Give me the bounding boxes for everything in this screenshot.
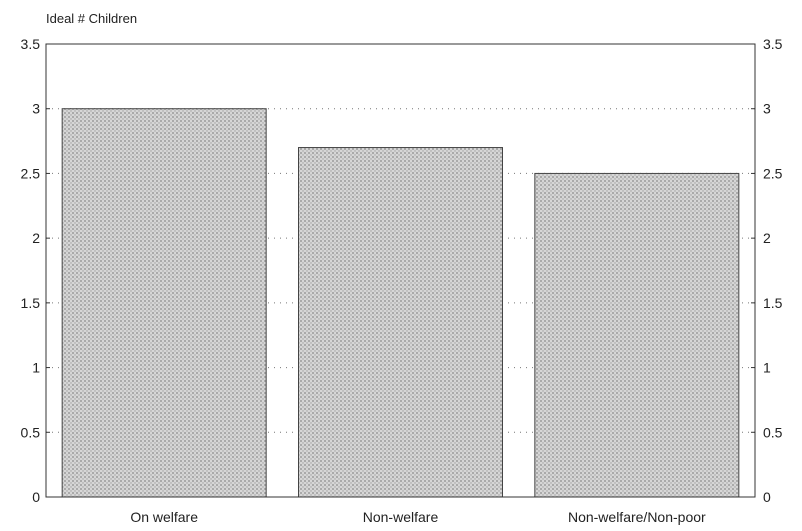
y-axis-label: Ideal # Children	[46, 11, 137, 26]
left-y-ticks: 0 0.5 1 1.5 2 2.5 3 3.5	[21, 36, 50, 505]
y-tick-left: 0.5	[21, 424, 41, 440]
y-tick-right: 3	[763, 101, 771, 117]
y-tick-right: 1.5	[763, 295, 783, 311]
y-tick-left: 1.5	[21, 295, 41, 311]
bar-0	[61, 108, 267, 498]
y-tick-left: 1	[32, 360, 40, 376]
y-tick-right: 3.5	[763, 36, 783, 52]
x-category-label: On welfare	[130, 509, 198, 525]
x-categories: On welfare Non-welfare Non-welfare/Non-poo…	[130, 509, 706, 525]
y-tick-right: 2.5	[763, 165, 783, 181]
x-category-label: Non-welfare	[363, 509, 439, 525]
y-tick-left: 2.5	[21, 165, 41, 181]
bar-1	[298, 147, 503, 498]
plot-frame	[45, 43, 756, 498]
y-tick-right: 0	[763, 489, 771, 505]
y-tick-left: 0	[32, 489, 40, 505]
y-tick-left: 2	[32, 230, 40, 246]
y-tick-right: 0.5	[763, 424, 783, 440]
y-tick-right: 1	[763, 360, 771, 376]
right-y-ticks: 0 0.5 1 1.5 2 2.5 3 3.5	[751, 36, 783, 505]
y-tick-right: 2	[763, 230, 771, 246]
y-tick-left: 3.5	[21, 36, 41, 52]
x-category-label: Non-welfare/Non-poor	[568, 509, 706, 525]
bars	[61, 108, 740, 498]
y-tick-left: 3	[32, 101, 40, 117]
bar-2	[534, 172, 740, 498]
